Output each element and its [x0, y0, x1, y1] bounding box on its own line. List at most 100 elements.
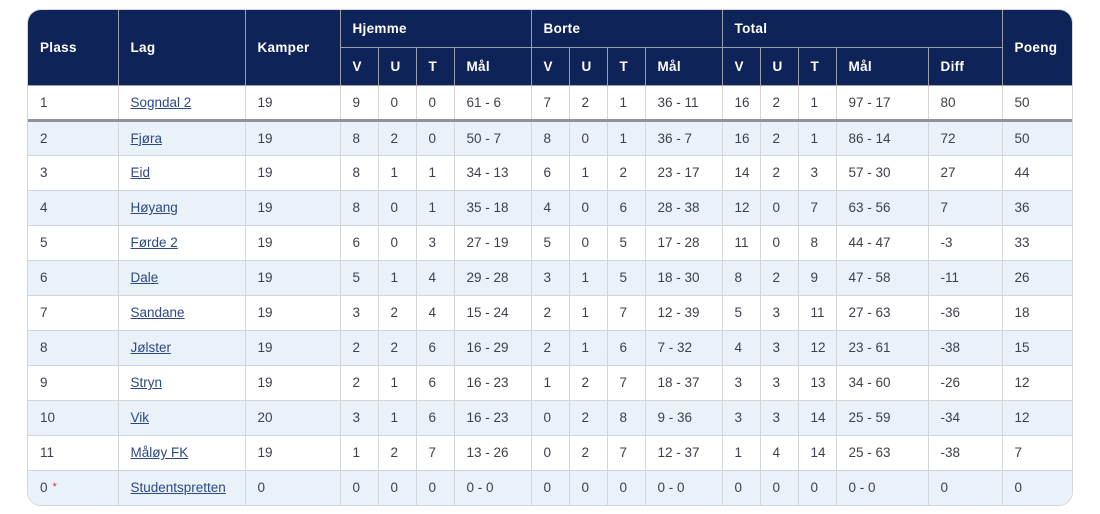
cell-total-v: 16	[722, 85, 761, 122]
position-number: 5	[40, 235, 48, 250]
table-row: 2 Fjøra 19 8 2 0 50 - 7 8 0 1 36 - 7 16 2 1 86 - 14 72 5…	[28, 120, 1072, 156]
team-link[interactable]: Eid	[130, 165, 151, 180]
cell-total-v: 0	[722, 470, 761, 505]
cell-borte-t: 7	[607, 435, 646, 471]
cell-total-maal: 57 - 30	[836, 155, 929, 191]
cell-kamper: 19	[245, 155, 341, 191]
cell-total-maal: 47 - 58	[836, 260, 929, 296]
cell-borte-t: 5	[607, 260, 646, 296]
cell-plass: 1	[28, 85, 119, 122]
cell-poeng: 50	[1002, 120, 1072, 156]
cell-team: Jølster	[118, 330, 246, 366]
cell-total-t: 14	[798, 435, 837, 471]
position-asterisk: *	[52, 481, 57, 494]
cell-total-diff: -38	[928, 330, 1003, 366]
cell-borte-v: 6	[531, 155, 570, 191]
cell-borte-u: 2	[569, 435, 608, 471]
cell-hjemme-v: 1	[340, 435, 379, 471]
cell-borte-u: 1	[569, 260, 608, 296]
team-link[interactable]: Jølster	[130, 340, 172, 355]
cell-poeng: 18	[1002, 295, 1072, 331]
cell-team: Dale	[118, 260, 246, 296]
cell-plass: 0 *	[28, 470, 119, 505]
cell-borte-maal: 17 - 28	[645, 225, 723, 261]
position-number: 0	[40, 480, 48, 496]
cell-borte-t: 0	[607, 470, 646, 505]
team-link[interactable]: Stryn	[130, 375, 163, 390]
cell-borte-u: 2	[569, 365, 608, 401]
cell-poeng: 26	[1002, 260, 1072, 296]
cell-borte-t: 6	[607, 330, 646, 366]
cell-poeng: 44	[1002, 155, 1072, 191]
cell-borte-t: 1	[607, 120, 646, 156]
cell-total-v: 1	[722, 435, 761, 471]
cell-borte-maal: 7 - 32	[645, 330, 723, 366]
cell-hjemme-u: 2	[378, 330, 417, 366]
cell-borte-t: 6	[607, 190, 646, 226]
column-header-kamper: Kamper	[245, 10, 341, 86]
team-link[interactable]: Vik	[130, 410, 150, 425]
cell-borte-v: 1	[531, 365, 570, 401]
cell-hjemme-v: 2	[340, 330, 379, 366]
column-header-lag: Lag	[118, 10, 246, 86]
team-link[interactable]: Dale	[130, 270, 159, 285]
cell-total-diff: 80	[928, 85, 1003, 122]
cell-hjemme-t: 4	[416, 260, 455, 296]
cell-total-maal: 25 - 59	[836, 400, 929, 436]
cell-total-diff: 7	[928, 190, 1003, 226]
cell-total-u: 2	[760, 85, 799, 122]
cell-borte-u: 0	[569, 190, 608, 226]
cell-hjemme-t: 1	[416, 190, 455, 226]
cell-total-maal: 97 - 17	[836, 85, 929, 122]
cell-total-t: 3	[798, 155, 837, 191]
cell-total-u: 4	[760, 435, 799, 471]
column-header-total-maal: Mål	[836, 47, 929, 86]
cell-total-v: 12	[722, 190, 761, 226]
cell-total-u: 0	[760, 190, 799, 226]
team-link[interactable]: Førde 2	[130, 235, 178, 250]
team-link[interactable]: Fjøra	[130, 130, 163, 146]
cell-hjemme-maal: 16 - 23	[454, 400, 532, 436]
cell-plass: 10	[28, 400, 119, 436]
cell-total-maal: 23 - 61	[836, 330, 929, 366]
cell-hjemme-t: 6	[416, 400, 455, 436]
cell-total-t: 13	[798, 365, 837, 401]
cell-hjemme-maal: 16 - 23	[454, 365, 532, 401]
cell-poeng: 36	[1002, 190, 1072, 226]
cell-total-diff: -38	[928, 435, 1003, 471]
cell-borte-v: 0	[531, 435, 570, 471]
cell-hjemme-u: 2	[378, 120, 417, 156]
column-header-poeng: Poeng	[1002, 10, 1072, 86]
cell-kamper: 19	[245, 120, 341, 156]
cell-plass: 2	[28, 120, 119, 156]
table-row: 5 Førde 2 19 6 0 3 27 - 19 5 0 5 17 - 28 11 0 8 44 - 4…	[28, 225, 1072, 261]
position-number: 7	[40, 305, 48, 320]
team-link[interactable]: Sogndal 2	[130, 94, 192, 110]
team-link[interactable]: Høyang	[130, 200, 178, 215]
column-header-hjemme-maal: Mål	[454, 47, 532, 86]
cell-total-t: 9	[798, 260, 837, 296]
cell-total-t: 0	[798, 470, 837, 505]
cell-kamper: 19	[245, 435, 341, 471]
column-header-hjemme-v: V	[340, 47, 379, 86]
cell-plass: 7	[28, 295, 119, 331]
team-link[interactable]: Sandane	[130, 305, 185, 320]
cell-borte-t: 7	[607, 365, 646, 401]
column-header-borte-v: V	[531, 47, 570, 86]
cell-kamper: 0	[245, 470, 341, 505]
column-header-total-t: T	[798, 47, 837, 86]
column-header-total-diff: Diff	[928, 47, 1003, 86]
cell-borte-t: 1	[607, 85, 646, 122]
cell-poeng: 33	[1002, 225, 1072, 261]
cell-total-v: 11	[722, 225, 761, 261]
cell-team: Måløy FK	[118, 435, 246, 471]
cell-total-diff: -36	[928, 295, 1003, 331]
column-header-borte-u: U	[569, 47, 608, 86]
cell-hjemme-u: 1	[378, 260, 417, 296]
table-header: Plass Lag Kamper Hjemme Borte Total Poen…	[28, 10, 1072, 86]
cell-hjemme-t: 0	[416, 470, 455, 505]
table-row: 3 Eid 19 8 1 1 34 - 13 6 1 2 23 - 17 14 2 3 57 - 30 27 4…	[28, 155, 1072, 191]
team-link[interactable]: Måløy FK	[130, 445, 189, 460]
cell-hjemme-maal: 50 - 7	[454, 120, 532, 156]
team-link[interactable]: Studentspretten	[130, 480, 226, 496]
